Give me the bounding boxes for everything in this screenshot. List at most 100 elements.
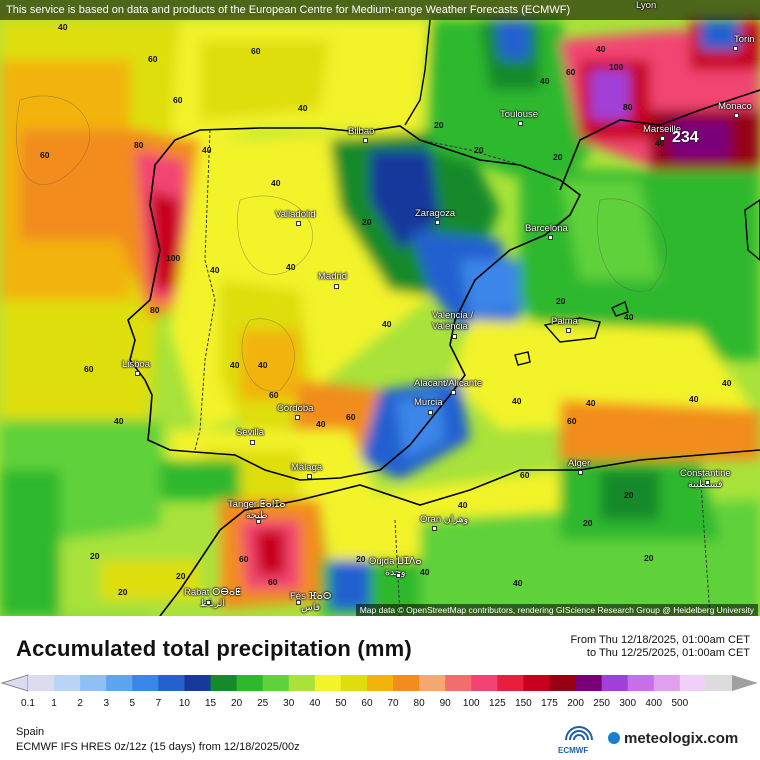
city-label-toulouse: Toulouse: [500, 109, 539, 120]
scale-swatch: [236, 675, 264, 691]
contour-label: 80: [134, 140, 144, 150]
contour-label: 40: [596, 44, 606, 54]
city-marker-toulouse: [518, 121, 523, 126]
city-marker-rabat: [206, 600, 211, 605]
contour-label: 20: [90, 551, 100, 561]
city-label-torino: Torin: [734, 34, 755, 45]
contour-label: 40: [114, 416, 124, 426]
contour-label: 20: [434, 120, 444, 130]
scale-swatch: [210, 675, 238, 691]
scale-swatch: [184, 675, 212, 691]
contour-label: 40: [722, 378, 732, 388]
city-label-monaco: Monaco: [718, 101, 752, 112]
contour-label: 40: [655, 138, 665, 148]
city-label-alger: Alger: [568, 458, 591, 469]
scale-tick-label: 40: [309, 698, 321, 709]
city-label-constantine: Constantine قسنطينة: [680, 468, 731, 490]
max-precipitation-label: 234: [672, 129, 699, 146]
city-label-tanger: Tanger ⵟⴰⵏⵊⴰ طنجة: [228, 499, 286, 521]
scale-tick-label: 500: [671, 698, 689, 709]
model-info: ECMWF IFS HRES 0z/12z (15 days) from 12/…: [16, 741, 300, 753]
scale-tick-label: 3: [103, 698, 109, 709]
precipitation-map[interactable]: This service is based on data and produc…: [0, 0, 760, 616]
city-label-rabat: Rabat ⵔⴱⴰⵟ الرباط: [184, 587, 241, 609]
city-marker-oran: [432, 526, 437, 531]
contour-label: 80: [623, 102, 633, 112]
scale-tick-label: 0.1: [21, 698, 35, 709]
city-label-lisboa: Lisboa: [122, 359, 150, 370]
scale-swatch: [445, 675, 472, 691]
scale-swatch: [471, 675, 498, 691]
city-label-lyon: Lyon: [636, 0, 657, 11]
contour-label: 20: [583, 518, 593, 528]
city-marker-palma: [566, 328, 571, 333]
scale-swatch: [679, 675, 707, 691]
scale-swatch: [288, 675, 316, 691]
scale-swatch: [158, 675, 185, 691]
contour-label: 20: [556, 296, 566, 306]
period-from: From Thu 12/18/2025, 01:00am CET: [570, 634, 750, 646]
scale-tick-label: 150: [515, 698, 532, 709]
scale-tick-label: 100: [462, 698, 480, 709]
contour-label: 100: [166, 253, 181, 263]
map-attribution: Map data © OpenStreetMap contributors, r…: [355, 604, 758, 616]
contour-label: 40: [420, 567, 430, 577]
contour-label: 60: [268, 577, 278, 587]
contour-label: 40: [316, 419, 326, 429]
scale-swatch: [549, 675, 577, 691]
scale-swatch: [106, 675, 133, 691]
city-marker-barcelona: [548, 235, 553, 240]
scale-tick-label: 300: [619, 698, 637, 709]
contour-label: 80: [150, 305, 160, 315]
contour-label: 20: [553, 152, 563, 162]
contour-label: 40: [689, 394, 699, 404]
contour-label: 60: [148, 54, 158, 64]
scale-tick-label: 70: [387, 698, 399, 709]
city-label-malaga: Málaga: [291, 462, 323, 473]
meteologix-logo-icon: [608, 732, 620, 744]
city-marker-lisboa: [135, 371, 140, 376]
scale-max-arrow: [732, 675, 758, 691]
forecast-period: From Thu 12/18/2025, 01:00am CET to Thu …: [570, 634, 750, 660]
contour-label: 40: [540, 76, 550, 86]
city-label-cordoba: Córdoba: [277, 403, 314, 414]
city-label-barcelona: Barcelona: [525, 223, 568, 234]
contour-label: 60: [346, 412, 356, 422]
legend-title: Accumulated total precipitation (mm): [16, 636, 412, 661]
city-marker-malaga: [307, 474, 312, 479]
scale-tick-label: 60: [361, 698, 373, 709]
scale-tick-label: 2: [77, 698, 83, 709]
contour-label: 40: [624, 312, 634, 322]
contour-label: 60: [40, 150, 50, 160]
city-marker-constantine: [705, 480, 710, 485]
meteologix-brand[interactable]: meteologix.com: [624, 730, 739, 747]
city-marker-marseille: [660, 136, 665, 141]
city-label-sevilla: Sevilla: [236, 427, 264, 438]
scale-tick-label: 20: [231, 698, 243, 709]
contour-label: 60: [173, 95, 183, 105]
city-label-alicante: Alacant/Alicante: [414, 378, 483, 389]
ecmwf-logo-text: ECMWF: [558, 746, 589, 755]
scale-tick-label: 400: [645, 698, 663, 709]
city-label-palma: Palma: [551, 316, 578, 327]
contour-label: 20: [624, 490, 634, 500]
scale-swatch: [28, 675, 55, 691]
city-marker-fes: [296, 600, 301, 605]
contour-label: 40: [586, 398, 596, 408]
scale-swatch: [393, 675, 420, 691]
contour-label: 40: [230, 360, 240, 370]
city-marker-tanger: [256, 519, 261, 524]
city-marker-alicante: [451, 390, 456, 395]
scale-swatch: [705, 675, 733, 691]
scale-tick-label: 175: [541, 698, 558, 709]
scale-tick-label: 15: [204, 698, 217, 709]
city-label-murcia: Murcia: [414, 397, 443, 408]
period-to: to Thu 12/25/2025, 01:00am CET: [586, 647, 750, 659]
city-marker-oujda: [396, 573, 401, 578]
contour-label: 60: [269, 390, 279, 400]
scale-swatch: [419, 675, 446, 691]
scale-tick-label: 10: [178, 698, 190, 709]
contour-label: 20: [474, 145, 484, 155]
scale-swatch: [132, 675, 159, 691]
scale-tick-label: 250: [593, 698, 610, 709]
